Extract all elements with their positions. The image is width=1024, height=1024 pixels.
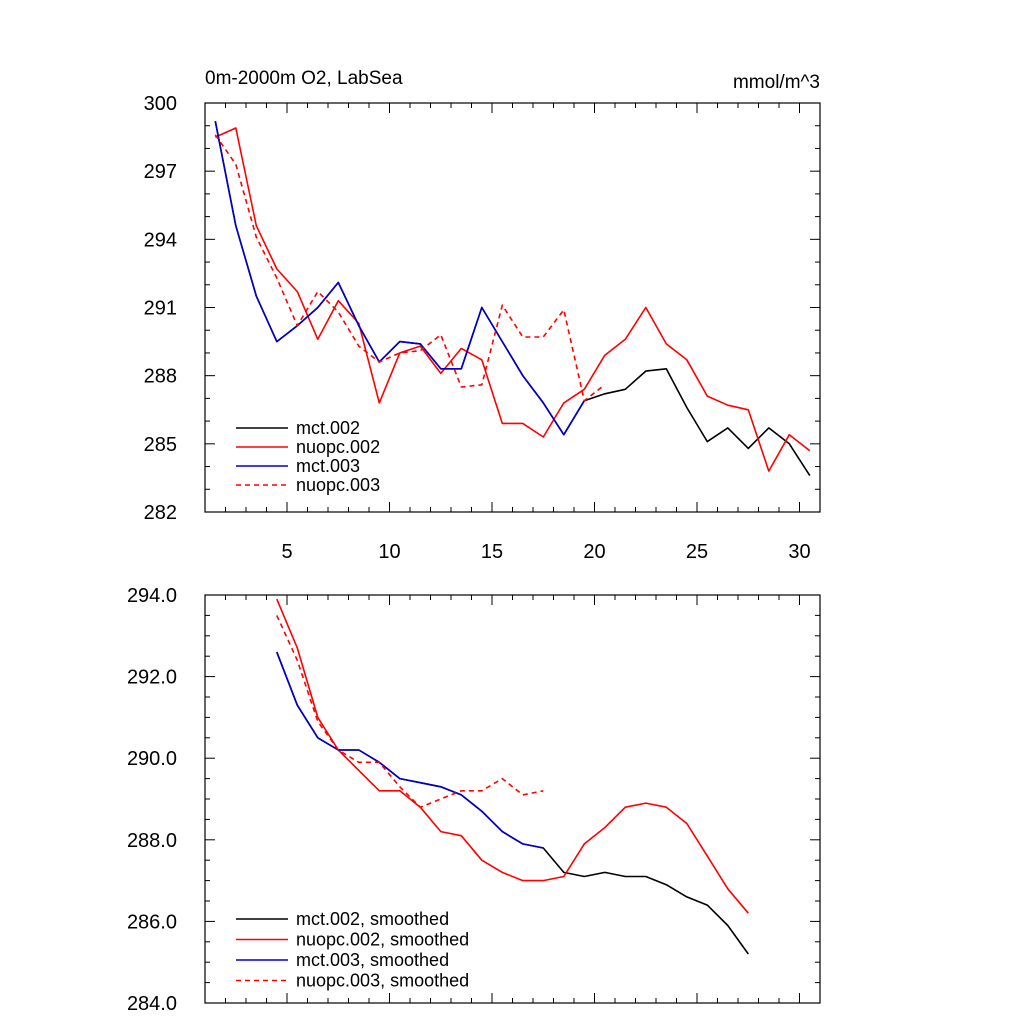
legend-label: mct.003 (296, 456, 360, 476)
chart-title: 0m-2000m O2, LabSea (205, 68, 403, 89)
legend-label: nuopc.002 (296, 437, 380, 457)
x-tick-label: 25 (686, 541, 708, 563)
x-tick-label: 20 (583, 541, 605, 563)
legend-label: mct.003, smoothed (296, 950, 449, 970)
series-line-nuopc-003-smoothed (276, 615, 544, 808)
x-tick-label: 5 (281, 541, 292, 563)
y-tick-label: 282 (144, 502, 177, 524)
y-tick-label: 286.0 (127, 911, 177, 933)
y-tick-label: 294.0 (127, 585, 177, 607)
x-tick-label: 30 (788, 541, 810, 563)
bottom-chart-panel: 284.0 286.0 288.0 290.0 292.0 294.0 mct.002, s… (127, 585, 821, 1015)
series-line-mct-003 (214, 121, 585, 436)
y-tick-label: 300 (144, 93, 177, 115)
x-tick-label: 10 (378, 541, 400, 563)
y-tick-label: 291 (144, 298, 177, 320)
y-tick-label: 290.0 (127, 748, 177, 770)
series-line-nuopc-002-smoothed (276, 598, 749, 914)
top-chart-panel: 5 10 15 20 25 30282285288291294297300mct.002n… (144, 93, 821, 563)
y-tick-label: 294 (144, 229, 177, 251)
series-line-nuopc-003 (214, 134, 606, 402)
y-tick-label: 288.0 (127, 830, 177, 852)
y-tick-label: 285 (144, 434, 177, 456)
series-line-mct-003-smoothed (276, 651, 544, 849)
units-label: mmol/m^3 (733, 72, 820, 93)
legend-label: mct.002 (296, 418, 360, 438)
y-tick-label: 292.0 (127, 667, 177, 689)
y-tick-label: 297 (144, 161, 177, 183)
y-tick-label: 288 (144, 366, 177, 388)
y-tick-label: 284.0 (127, 993, 177, 1015)
legend-label: nuopc.003 (296, 475, 380, 495)
legend-label: nuopc.003, smoothed (296, 971, 469, 991)
legend-label: mct.002, smoothed (296, 909, 449, 929)
series-line-nuopc-002 (214, 127, 811, 472)
legend-label: nuopc.002, smoothed (296, 930, 469, 950)
x-tick-label: 15 (481, 541, 503, 563)
